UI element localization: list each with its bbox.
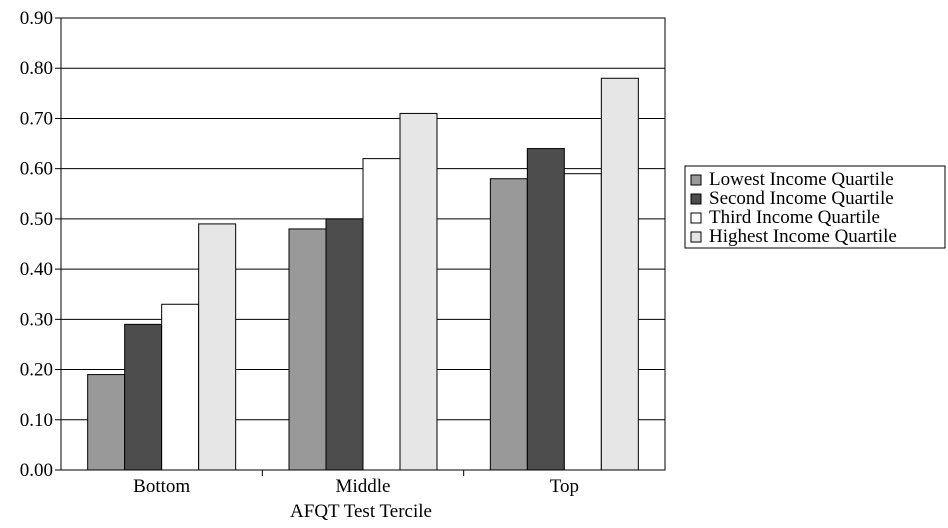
bar (198, 223, 237, 471)
bar (161, 303, 200, 471)
x-category-label: Middle (336, 476, 391, 497)
bars (87, 77, 639, 471)
bar (87, 374, 126, 471)
legend-swatch (690, 231, 702, 243)
bar (526, 148, 565, 471)
y-tick-label: 0.50 (20, 209, 53, 230)
legend-swatch (690, 193, 702, 205)
y-tick-label: 0.30 (20, 309, 53, 330)
bar (362, 158, 401, 471)
plot-frame (60, 17, 666, 471)
legend-label: Lowest Income Quartile (709, 169, 894, 190)
y-tick-label: 0.60 (20, 159, 53, 180)
legend-label: Third Income Quartile (709, 207, 880, 228)
y-tick-label: 0.90 (20, 8, 53, 29)
x-category-label: Bottom (133, 476, 190, 497)
legend-label: Highest Income Quartile (709, 226, 897, 247)
y-tick-label: 0.70 (20, 108, 53, 129)
y-tick-label: 0.80 (20, 58, 53, 79)
legend-swatch (690, 174, 702, 186)
legend-box (684, 165, 946, 249)
bar (124, 323, 163, 471)
y-tick-label: 0.10 (20, 410, 53, 431)
bar (399, 112, 438, 471)
axes: 0.00 0.10 0.20 0.30 0.40 0.50 0.60 0.70 0.80 0.90… (20, 8, 666, 497)
x-axis-title: AFQT Test Tercile (290, 501, 432, 522)
x-category-label: Top (550, 476, 579, 497)
bar (489, 178, 528, 471)
bar (325, 218, 364, 471)
bar (600, 77, 639, 471)
y-tick-label: 0.00 (20, 460, 53, 481)
legend-label: Second Income Quartile (709, 188, 894, 209)
bar (563, 173, 602, 471)
y-tick-label: 0.40 (20, 259, 53, 280)
y-tick-label: 0.20 (20, 360, 53, 381)
bar (288, 228, 327, 471)
legend-swatch (690, 212, 702, 224)
